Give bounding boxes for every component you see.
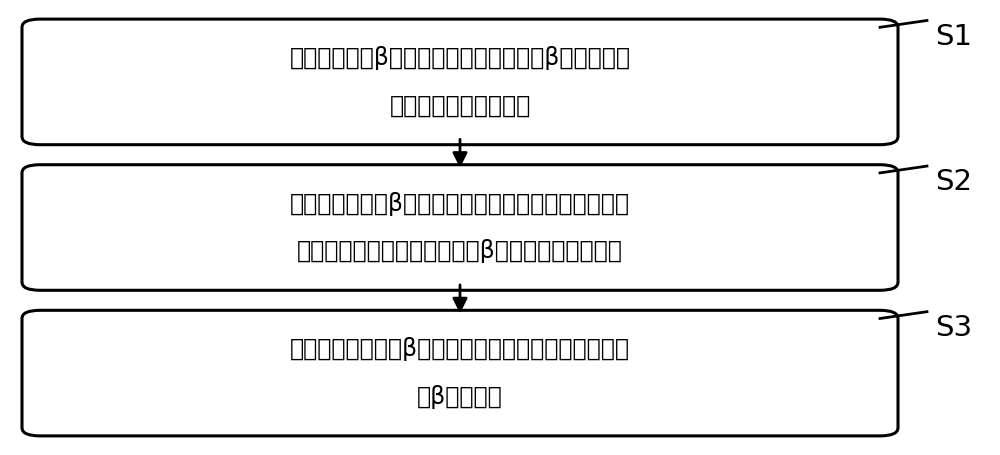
Text: S1: S1 [935,23,972,51]
FancyBboxPatch shape [22,165,898,290]
Text: 提供增材制造β型钓合金，所述增材制造β型钓合金含: 提供增材制造β型钓合金，所述增材制造β型钓合金含 [289,46,631,70]
Text: 的β型钓合金: 的β型钓合金 [417,385,503,409]
FancyBboxPatch shape [22,19,898,145]
Text: 有孔隙和未溶颗粒缺陷: 有孔隙和未溶颗粒缺陷 [389,94,531,117]
Text: S3: S3 [935,314,972,342]
FancyBboxPatch shape [22,310,898,436]
Text: 再对所述增材制造β型钓合金降温处理，得到组织致密: 再对所述增材制造β型钓合金降温处理，得到组织致密 [290,338,630,361]
Text: 预设温度后，对所述增材制造β型钓合金进行热处理: 预设温度后，对所述增材制造β型钓合金进行热处理 [297,239,623,263]
Text: S2: S2 [935,168,972,197]
Text: 对所述增材制造β型钓合金加压至预设压力，并加热至: 对所述增材制造β型钓合金加压至预设压力，并加热至 [290,192,630,216]
